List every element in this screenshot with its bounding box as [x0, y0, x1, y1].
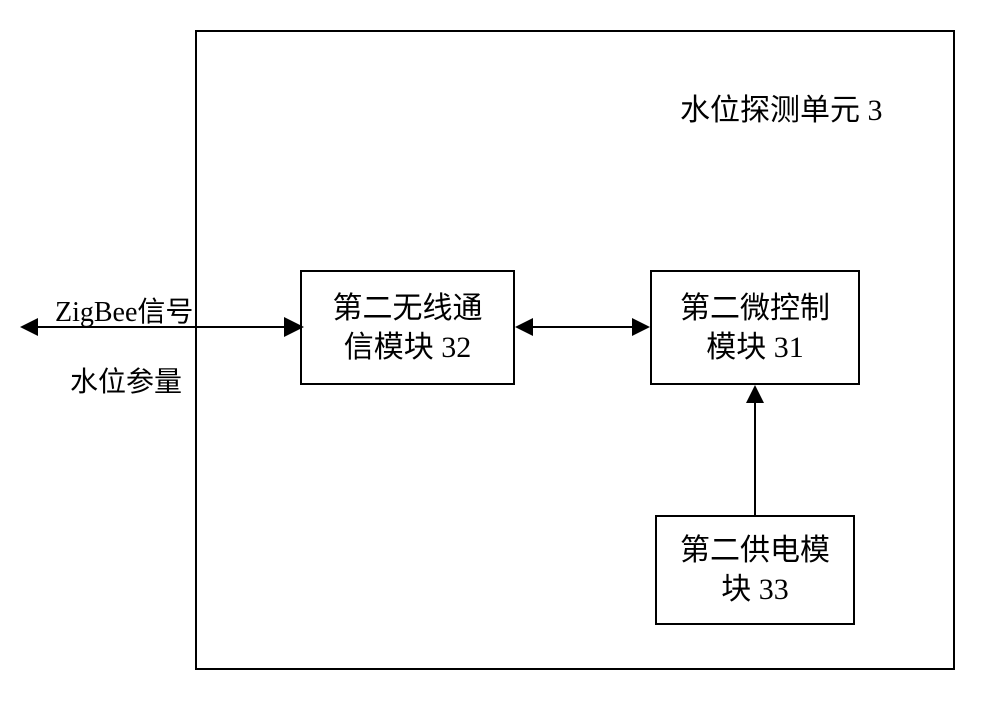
arrow-power-mcu	[0, 0, 1000, 707]
